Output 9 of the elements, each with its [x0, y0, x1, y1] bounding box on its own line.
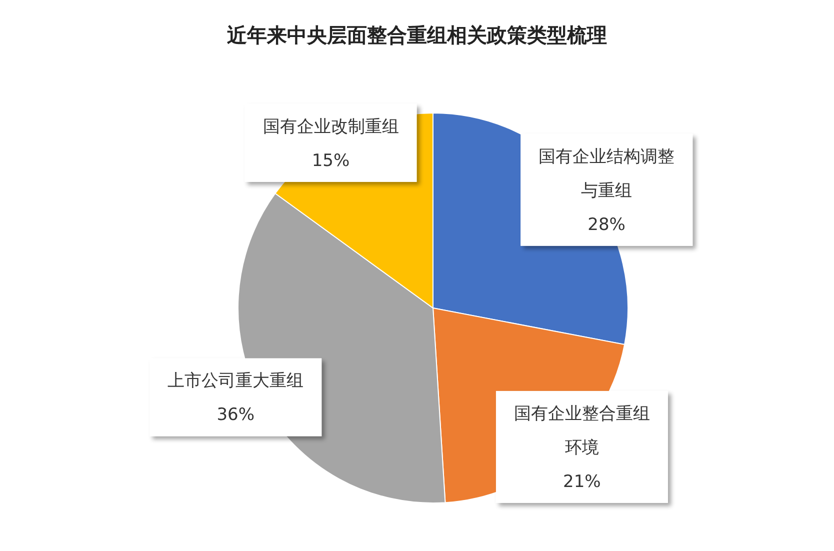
slice-label: 国有企业整合重组环境: [514, 404, 650, 458]
data-label: 21%: [563, 472, 601, 492]
data-label: 15%: [312, 150, 350, 171]
slice-label: 国有企业改制重组: [262, 116, 399, 137]
slice-label: 国有企业结构调整与重组: [538, 146, 675, 201]
data-label: 28%: [588, 214, 626, 235]
data-label: 36%: [216, 405, 255, 426]
slice-label: 上市公司重大重组: [168, 371, 304, 392]
chart-title: 近年来中央层面整合重组相关政策类型梳理: [226, 23, 607, 47]
